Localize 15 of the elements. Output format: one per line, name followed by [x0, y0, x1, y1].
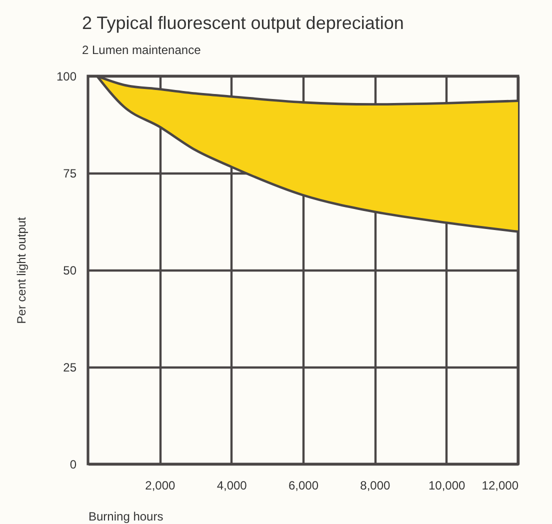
y-tick-label: 0 [70, 458, 77, 472]
chart-subtitle: 2 Lumen maintenance [82, 43, 202, 57]
x-axis-title: Burning hours [88, 510, 164, 524]
x-tick-label: 2,000 [145, 478, 176, 492]
x-tick-label: 12,000 [482, 478, 519, 492]
x-tick-label: 6,000 [288, 478, 319, 492]
y-tick-label: 50 [63, 264, 77, 278]
y-tick-label: 25 [63, 360, 77, 374]
x-tick-label: 4,000 [216, 478, 248, 492]
x-tick-label: 10,000 [428, 478, 466, 492]
y-axis-title: Per cent light output [14, 216, 28, 324]
chart-title: 2 Typical fluorescent output depreciation [82, 13, 404, 33]
x-tick-label: 8,000 [360, 478, 391, 492]
y-tick-label: 75 [63, 166, 77, 180]
y-tick-label: 100 [56, 70, 77, 84]
